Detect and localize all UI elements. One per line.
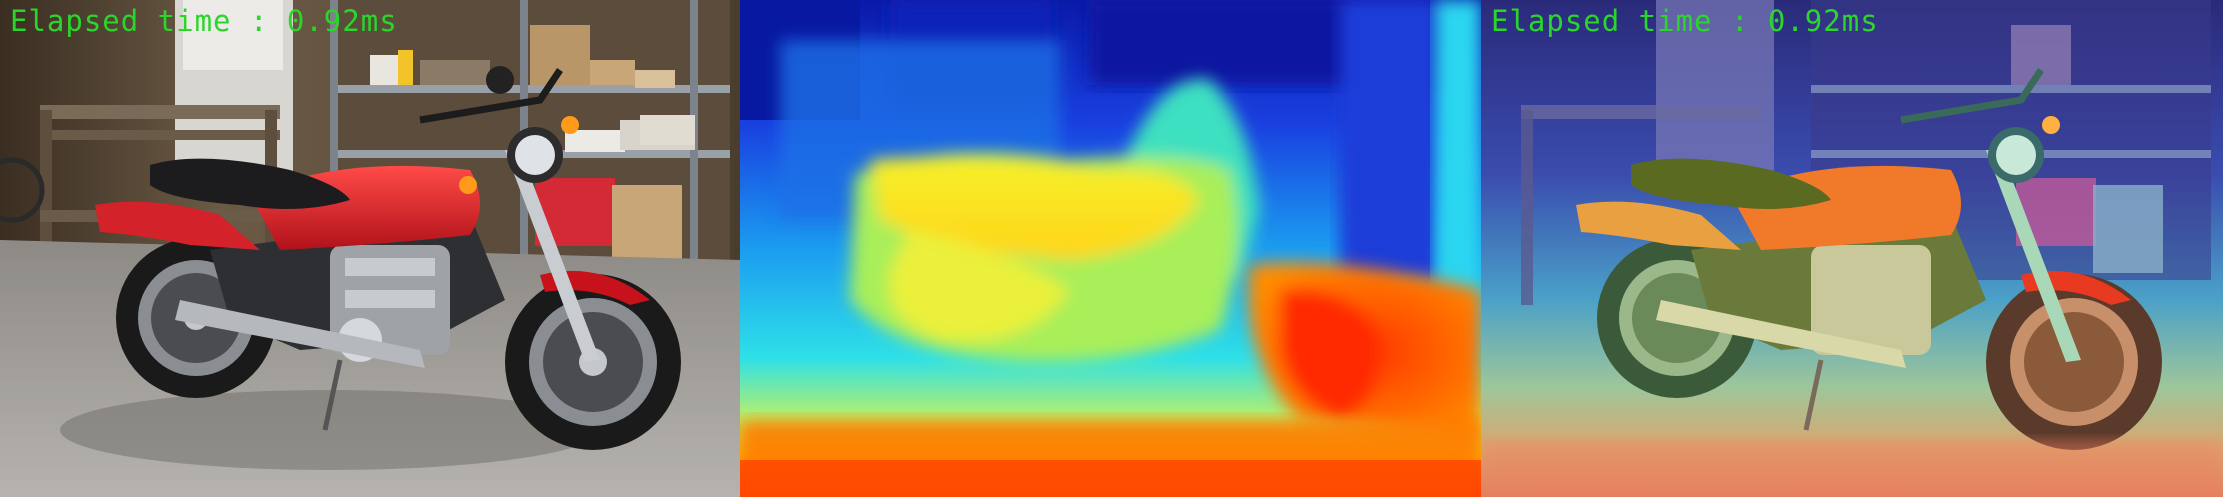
motorcycle [95,66,681,450]
elapsed-time-label: Elapsed time : 0.92ms [1491,4,1879,38]
depth-map-image [740,0,1481,497]
garage-motorcycle-photo [0,0,740,497]
blended-depth-photo [1481,0,2223,497]
depth-map-panel [740,0,1481,497]
original-photo-panel: Elapsed time : 0.92ms [0,0,740,497]
blended-overlay-panel: Elapsed time : 0.92ms [1481,0,2223,497]
elapsed-time-label: Elapsed time : 0.92ms [10,4,398,38]
blended-motorcycle [1576,68,2162,450]
